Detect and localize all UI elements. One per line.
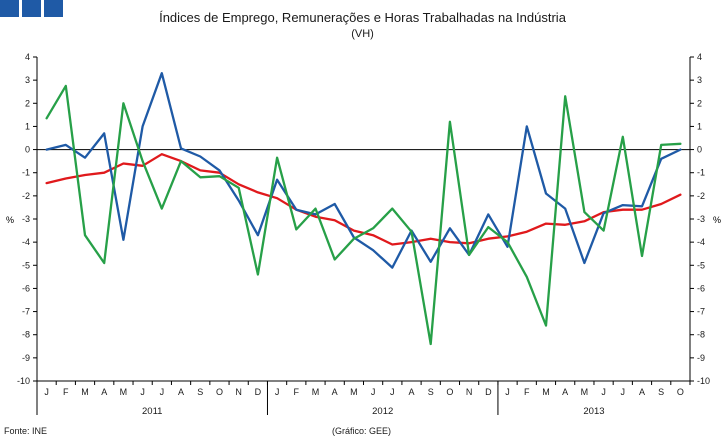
y-tick-label-right: -1 [697,168,705,178]
x-tick-label: O [216,387,223,397]
x-tick-label: F [524,387,530,397]
y-tick-label-left: 2 [25,98,30,108]
x-tick-label: J [621,387,626,397]
x-tick-label: F [63,387,69,397]
y-tick-label-right: -6 [697,283,705,293]
y-tick-label-right: -9 [697,353,705,363]
series-line-blue [45,72,682,269]
y-tick-label-right: -7 [697,307,705,317]
y-tick-label-left: -1 [22,168,30,178]
source-note: Fonte: INE [4,426,48,436]
year-label: 2012 [372,406,393,417]
x-tick-label: M [120,387,128,397]
x-tick-label: S [658,387,664,397]
x-tick-label: A [332,387,338,397]
y-tick-label-left: -8 [22,330,30,340]
y-tick-label-right: 2 [697,98,702,108]
x-tick-label: J [371,387,376,397]
y-tick-label-right: 1 [697,121,702,131]
chart-title: Índices de Emprego, Remunerações e Horas… [159,10,566,25]
x-tick-label: J [160,387,165,397]
series-line-red [45,153,682,246]
y-tick-label-left: -6 [22,283,30,293]
y-tick-label-left: 3 [25,75,30,85]
x-tick-label: N [466,387,473,397]
x-tick-label: J [390,387,395,397]
y-tick-label-left: -5 [22,260,30,270]
x-tick-label: O [446,387,453,397]
y-unit-right: % [713,215,721,225]
x-tick-label: M [81,387,89,397]
x-tick-label: J [601,387,606,397]
year-label: 2011 [142,406,162,417]
x-tick-label: M [312,387,320,397]
logo-block [44,0,63,17]
y-tick-label-left: -4 [22,237,30,247]
x-tick-label: M [581,387,589,397]
y-tick-label-right: -5 [697,260,705,270]
y-tick-label-left: -7 [22,307,30,317]
y-tick-label-left: -10 [17,376,30,386]
y-tick-label-right: 3 [697,75,702,85]
y-tick-label-right: -8 [697,330,705,340]
y-tick-label-left: 4 [25,52,30,62]
year-label: 2013 [583,406,604,417]
y-tick-label-left: 0 [25,145,30,155]
x-tick-label: A [101,387,107,397]
logo-block [0,0,19,17]
y-tick-label-left: -3 [22,214,30,224]
x-tick-label: O [677,387,684,397]
y-tick-label-right: -2 [697,191,705,201]
y-tick-label-right: 0 [697,145,702,155]
x-tick-label: F [294,387,300,397]
x-tick-label: D [255,387,262,397]
y-tick-label-left: -2 [22,191,30,201]
y-unit-left: % [6,215,14,225]
logo-block [22,0,41,17]
series-line-green [45,84,682,346]
x-tick-label: S [197,387,203,397]
x-tick-label: J [275,387,280,397]
logo [0,0,63,17]
x-tick-label: N [235,387,242,397]
y-tick-label-left: 1 [25,121,30,131]
x-tick-label: J [505,387,510,397]
y-tick-label-right: -3 [697,214,705,224]
x-tick-label: A [178,387,184,397]
y-tick-label-left: -9 [22,353,30,363]
y-tick-label-right: -4 [697,237,705,247]
x-tick-label: M [350,387,358,397]
x-tick-label: A [562,387,568,397]
credit-note: (Gráfico: GEE) [332,426,392,436]
x-tick-label: A [409,387,415,397]
x-tick-label: D [485,387,492,397]
chart-subtitle: (VH) [351,28,374,40]
x-tick-label: J [140,387,145,397]
x-tick-label: M [542,387,550,397]
y-tick-label-right: -10 [697,376,710,386]
x-tick-label: J [44,387,49,397]
x-tick-label: S [428,387,434,397]
x-tick-label: A [639,387,645,397]
y-tick-label-right: 4 [697,52,702,62]
